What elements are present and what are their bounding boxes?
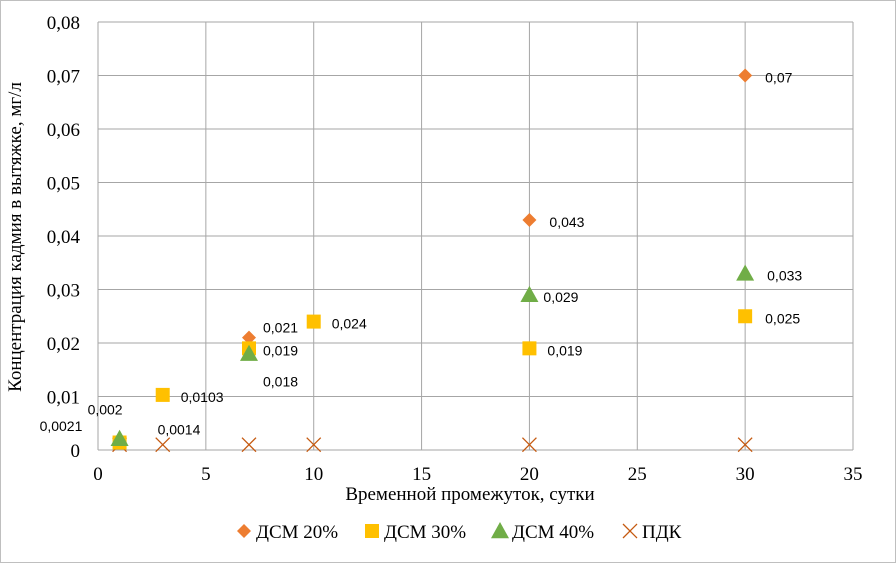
point-square: [306, 314, 321, 329]
legend: ДСМ 20% ДСМ 30% ДСМ 40% ПДК: [237, 522, 682, 543]
x-tick-label: 5: [201, 464, 211, 485]
point-square: [522, 341, 537, 356]
legend-label: ДСМ 20%: [256, 522, 338, 543]
data-label: 0,025: [765, 310, 800, 326]
x-tick-label: 10: [304, 464, 323, 485]
data-label: 0,029: [543, 289, 578, 305]
legend-marker-diamond: [237, 524, 251, 538]
x-tick-label: 15: [412, 464, 431, 485]
point-x: [306, 437, 322, 453]
point-x: [155, 437, 171, 453]
data-label: 0,019: [263, 342, 298, 358]
point-x: [737, 437, 753, 453]
point-diamond: [242, 330, 256, 345]
point-triangle: [240, 344, 258, 361]
data-label: 0,002: [88, 401, 123, 417]
x-tick-label: 35: [844, 464, 863, 485]
data-labels: 0,002 0,021 0,043 0,07 0,0014 0,0103 0,019 0,02…: [40, 70, 803, 438]
data-points: [110, 68, 755, 453]
point-diamond: [738, 68, 753, 83]
data-label: 0,043: [549, 214, 584, 230]
point-triangle: [110, 429, 129, 446]
data-label: 0,021: [263, 320, 298, 336]
legend-marker-triangle: [491, 522, 509, 539]
data-label: 0,0103: [181, 389, 224, 405]
legend-label: ПДК: [642, 522, 682, 543]
data-label: 0,033: [767, 267, 802, 283]
data-label: 0,019: [547, 342, 582, 358]
y-tick-label: 0,05: [47, 174, 80, 195]
y-tick-label: 0,07: [47, 67, 80, 88]
grid-lines: [97, 21, 854, 451]
y-tick-label: 0,03: [47, 281, 80, 302]
data-label: 0,07: [765, 70, 792, 86]
y-tick-label: 0,06: [47, 120, 80, 141]
y-tick-label: 0,02: [47, 334, 80, 355]
legend-label: ДСМ 30%: [384, 522, 466, 543]
point-triangle: [520, 285, 539, 303]
point-diamond: [522, 212, 537, 227]
data-label: 0,018: [263, 374, 298, 390]
y-tick-label: 0,08: [47, 13, 80, 34]
point-x: [521, 437, 537, 453]
point-square: [738, 309, 753, 324]
y-tick-labels: 0 0,01 0,02 0,03 0,04 0,05 0,06 0,07 0,08: [47, 13, 81, 462]
legend-marker-x: [622, 523, 638, 539]
legend-marker-square: [365, 524, 379, 538]
y-tick-label: 0: [71, 441, 81, 462]
x-tick-labels: 0 5 10 15 20 25 30 35: [93, 464, 862, 485]
x-axis-title: Временной промежуток, сутки: [345, 484, 594, 505]
point-square: [155, 387, 170, 402]
y-tick-label: 0,01: [47, 388, 80, 409]
x-tick-label: 30: [736, 464, 755, 485]
x-tick-label: 25: [628, 464, 647, 485]
x-tick-label: 20: [520, 464, 539, 485]
point-triangle: [736, 264, 755, 281]
x-tick-label: 0: [93, 464, 103, 485]
data-label: 0,0021: [40, 418, 83, 434]
y-axis-title: Концентрация кадмия в вытяжке, мг/л: [5, 82, 26, 392]
point-x: [241, 437, 257, 453]
y-tick-label: 0,04: [47, 227, 81, 248]
legend-label: ДСМ 40%: [512, 522, 594, 543]
data-label: 0,0014: [158, 422, 201, 438]
data-label: 0,024: [332, 316, 367, 332]
